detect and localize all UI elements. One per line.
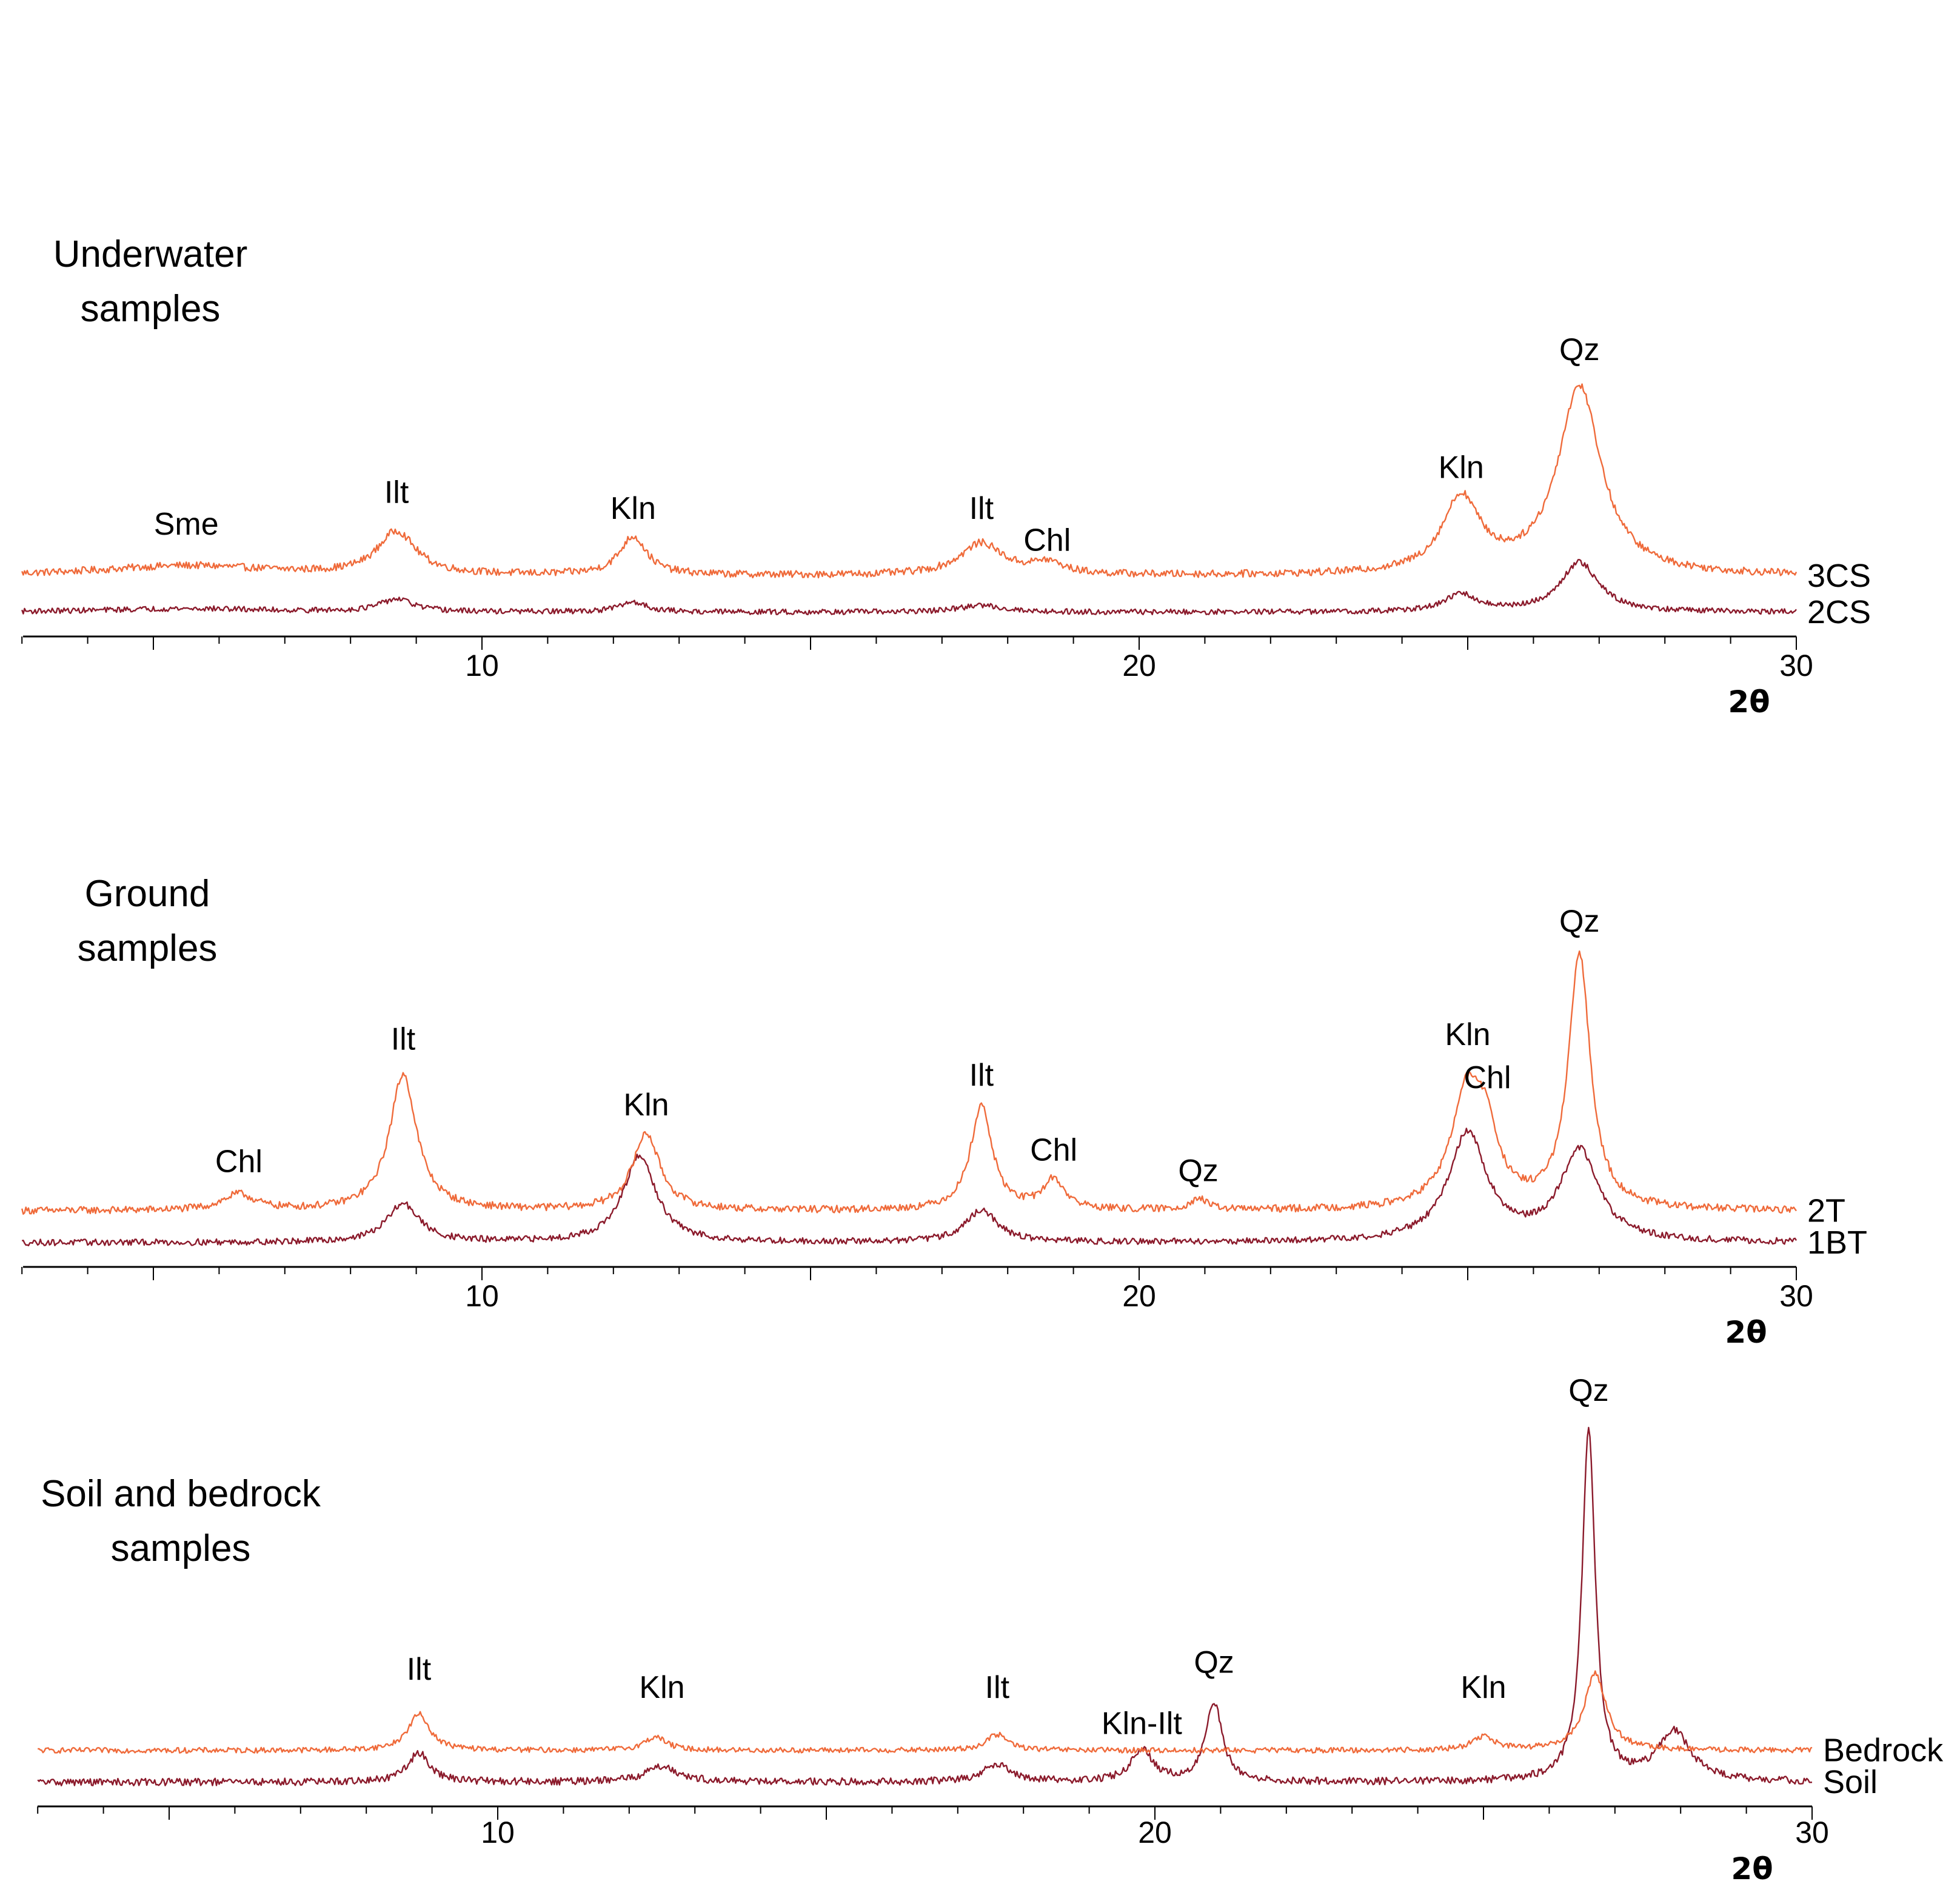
x-tick-label: 10 (481, 1815, 515, 1849)
x-tick-label: 20 (1122, 1279, 1156, 1313)
trace-3cs (21, 383, 1798, 579)
peak-label: Sme (154, 507, 219, 542)
peak-label: Chl (1464, 1060, 1511, 1095)
x-axis-title: 2θ (1725, 1315, 1767, 1350)
panel-title: Ground samples (78, 873, 218, 969)
trace-2t (21, 950, 1797, 1215)
panel-title-line: Ground (85, 873, 210, 915)
series-label: Soil (1823, 1764, 1878, 1800)
peak-label: Qz (1568, 1373, 1608, 1408)
peak-label: Qz (1559, 332, 1599, 367)
panel-title-line: Soil and bedrock (41, 1473, 321, 1515)
series-label: 1BT (1807, 1224, 1867, 1261)
x-axis-title: 2θ (1728, 684, 1770, 720)
x-tick-label: 20 (1138, 1815, 1172, 1849)
panel-title-line: Underwater (53, 233, 247, 275)
peak-label: Kln (1460, 1670, 1506, 1705)
x-axis-title: 2θ (1731, 1851, 1773, 1886)
x-tick-label: 20 (1122, 649, 1156, 683)
trace-1bt (21, 1127, 1798, 1247)
peak-label: Kln (1439, 450, 1484, 486)
peak-label: Chl (215, 1144, 263, 1179)
x-tick-label: 10 (465, 1279, 499, 1313)
peak-label: Kln (1445, 1017, 1490, 1052)
trace-soil (37, 1426, 1813, 1786)
trace-2cs (21, 559, 1797, 615)
peak-label: Qz (1194, 1645, 1234, 1680)
panel-title-line: samples (111, 1528, 251, 1569)
peak-label: Qz (1559, 904, 1599, 939)
x-tick-label: 30 (1779, 1279, 1813, 1313)
peak-label: Kln (610, 491, 656, 526)
series-label: 3CS (1807, 558, 1871, 594)
trace-bedrock (38, 1670, 1813, 1754)
x-tick-label: 30 (1795, 1815, 1829, 1849)
peak-label: Chl (1030, 1133, 1077, 1168)
peak-label: Ilt (384, 475, 409, 510)
panel-title-line: samples (81, 288, 221, 330)
x-tick-label: 10 (465, 649, 499, 683)
peak-label: Kln-Ilt (1102, 1706, 1182, 1742)
panel-title: Underwater samples (53, 233, 247, 330)
x-tick-label: 30 (1779, 649, 1813, 683)
series-label: 2T (1807, 1193, 1845, 1229)
peak-label: Ilt (985, 1670, 1010, 1705)
peak-label: Qz (1178, 1153, 1218, 1188)
panel-title-line: samples (78, 927, 218, 969)
peak-label: Kln (639, 1670, 684, 1705)
peak-label: Ilt (969, 1058, 994, 1093)
panel-3: Soil and bedrock samples 10 20 30 2θ SoilBedro… (37, 1373, 1944, 1886)
series-label: 2CS (1807, 594, 1871, 630)
series-label: Bedrock (1823, 1732, 1944, 1769)
panel-title: Soil and bedrock samples (41, 1473, 321, 1569)
peak-label: Kln (623, 1087, 669, 1123)
peak-label: Ilt (969, 491, 994, 526)
peak-label: Chl (1023, 523, 1071, 558)
peak-label: Ilt (391, 1021, 416, 1057)
peak-label: Ilt (407, 1652, 432, 1687)
